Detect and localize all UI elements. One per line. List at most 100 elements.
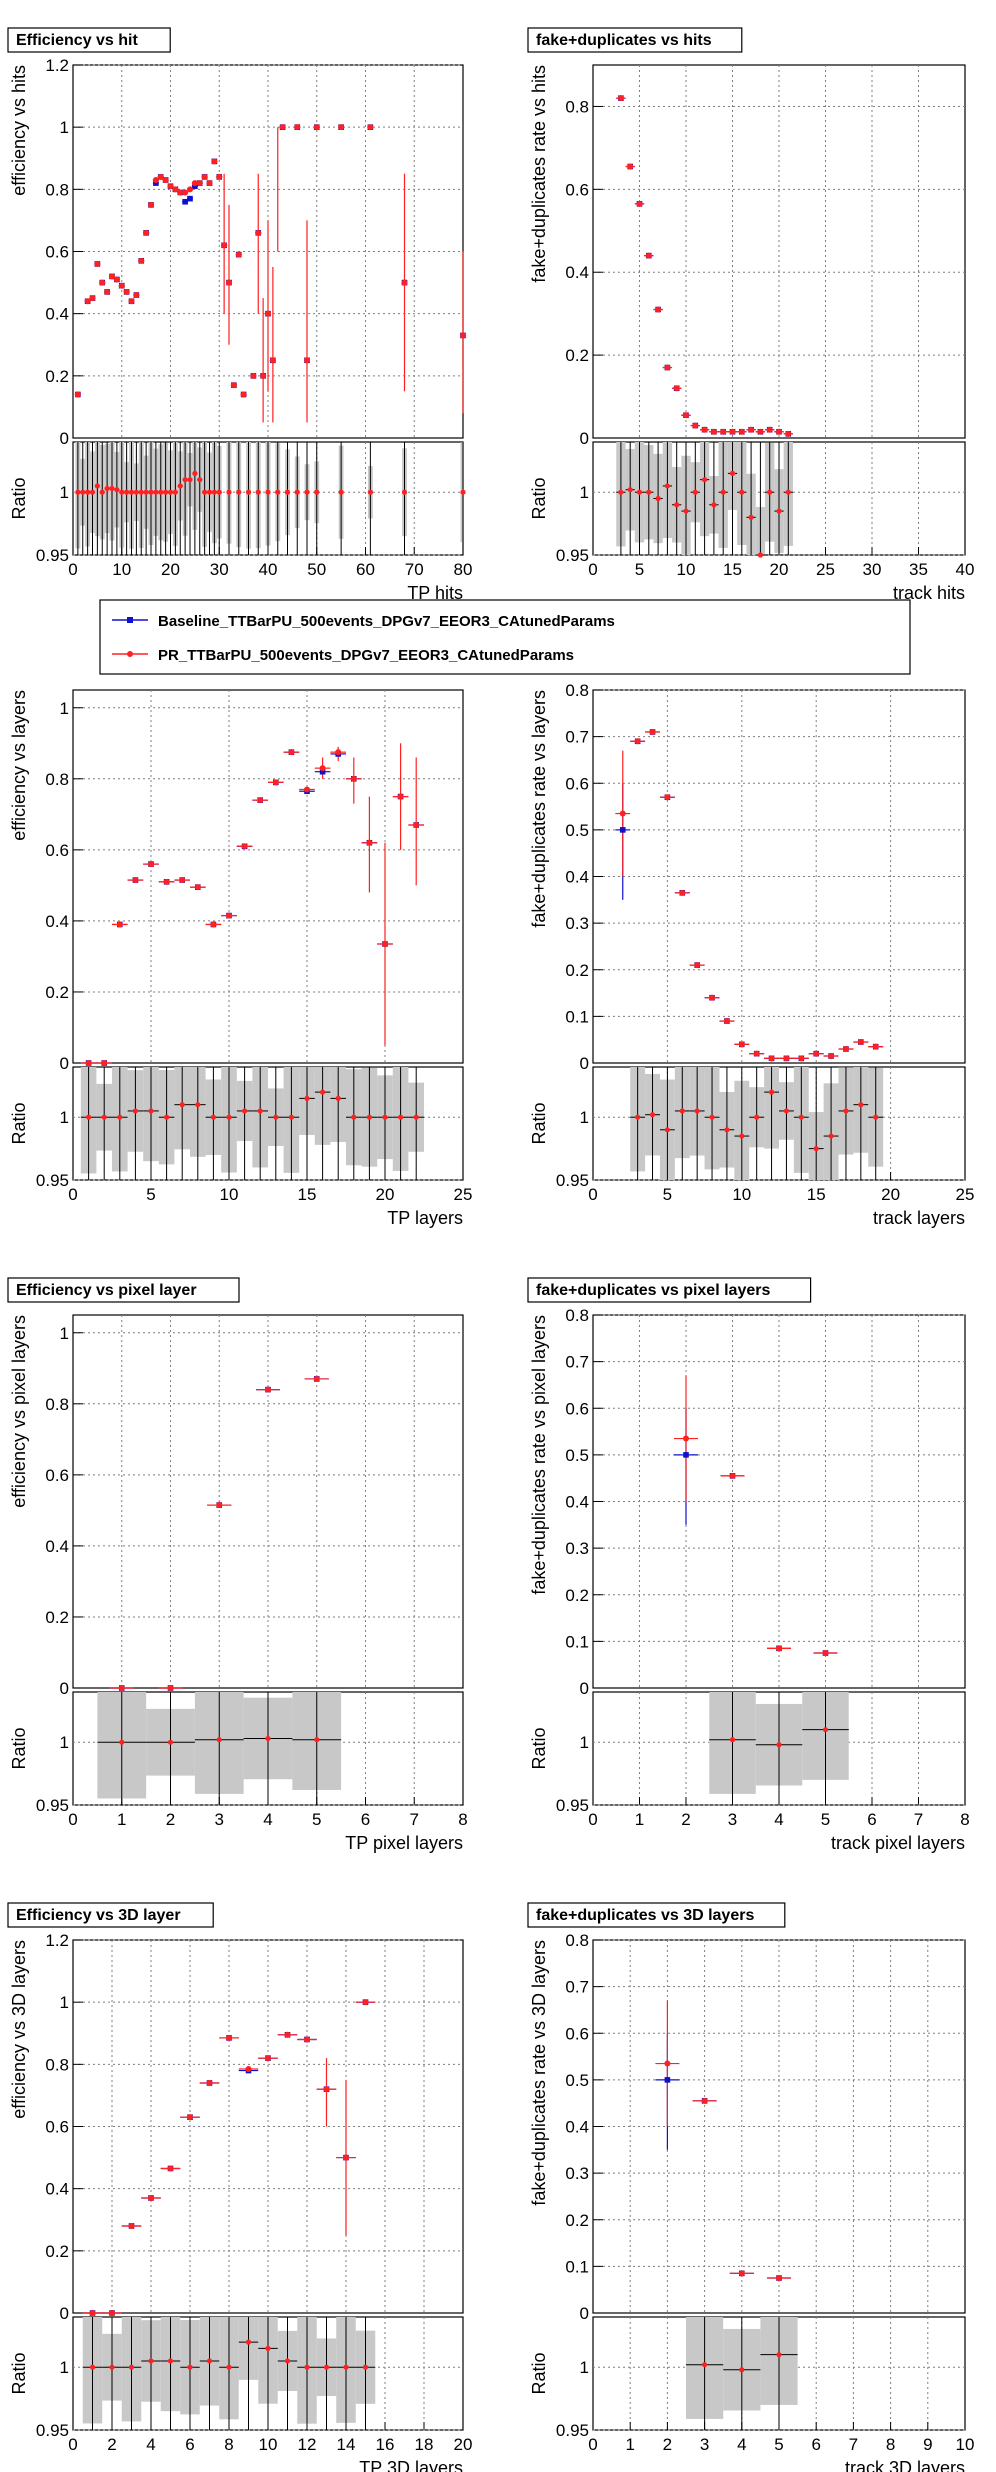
ratio-point [86, 1114, 92, 1120]
ratio-point [351, 1114, 357, 1120]
pr-point [757, 428, 764, 435]
y-tick-label: 1.2 [45, 1931, 69, 1950]
ratio-point [401, 489, 408, 495]
x-axis-label: TP 3D layers [359, 2458, 463, 2472]
ratio-point [273, 1114, 279, 1120]
ratio-point [187, 2364, 193, 2370]
y-tick-label: 1 [60, 1324, 69, 1343]
ratio-axis-label: Ratio [9, 2352, 29, 2394]
x-tick-label: 20 [376, 1185, 395, 1204]
x-tick-label: 0 [588, 2435, 597, 2454]
ratio-point [275, 489, 281, 495]
pr-point [338, 124, 345, 131]
baseline-point [192, 183, 198, 190]
pr-point [109, 273, 115, 280]
ratio-point [187, 477, 193, 483]
x-tick-label: 30 [863, 560, 882, 579]
ratio-tick-label: 1 [580, 2358, 589, 2377]
pr-point [148, 861, 154, 868]
x-tick-label: 20 [454, 2435, 473, 2454]
plot-title: Efficiency vs pixel layer [16, 1282, 197, 1299]
pr-point [265, 2055, 271, 2062]
pr-point [206, 180, 213, 187]
plot-title-box [7, 1277, 240, 1303]
pr-point [216, 173, 223, 180]
pr-point [335, 749, 342, 756]
ratio-point [739, 2367, 745, 2373]
pr-point [683, 412, 689, 419]
pr-point [822, 1650, 829, 1657]
y-tick-label: 0.4 [565, 263, 589, 282]
ratio-point [163, 489, 169, 495]
pr-point [226, 279, 232, 286]
pr-point [766, 426, 773, 433]
pr-point [413, 821, 420, 828]
pr-point [729, 428, 736, 435]
ratio-point [366, 1114, 372, 1120]
ratio-axis-label: Ratio [9, 477, 29, 519]
x-tick-label: 0 [588, 1810, 597, 1829]
plot-panel-4: 0 5 10 15 20 25 0 0.1 0.2 0.3 0.4 0.5 0.6 0.7 0.8 0.95 1… [529, 681, 974, 1228]
pr-point [118, 282, 125, 289]
pr-point [842, 1046, 849, 1053]
pr-point [857, 1039, 864, 1046]
pr-point [738, 1041, 745, 1048]
plot-title-box [7, 27, 171, 53]
x-tick-label: 4 [737, 2435, 746, 2454]
x-tick-label: 8 [458, 1810, 467, 1829]
pr-point [679, 889, 686, 896]
y-tick-label: 0.2 [565, 1586, 589, 1605]
y-axis-label: fake+duplicates rate vs layers [529, 690, 549, 928]
baseline-point [683, 1452, 689, 1458]
y-tick-label: 0 [580, 1054, 589, 1073]
plot-title-box [527, 1902, 786, 1928]
pr-point [84, 298, 91, 305]
pr-point [187, 2114, 193, 2121]
ratio-point [776, 508, 782, 514]
y-tick-label: 0.4 [45, 912, 69, 931]
ratio-point [335, 1095, 341, 1101]
plot-title: Efficiency vs 3D layer [16, 1907, 181, 1924]
ratio-point [343, 2364, 349, 2370]
baseline-point [319, 768, 326, 775]
pr-point [260, 372, 267, 379]
ratio-point [288, 1114, 294, 1120]
x-tick-label: 0 [588, 560, 597, 579]
x-axis-label: track 3D layers [845, 2458, 965, 2472]
ratio-point [265, 1735, 271, 1742]
pr-point [85, 1060, 92, 1066]
y-tick-label: 0.8 [565, 1306, 589, 1325]
y-tick-label: 0.6 [565, 2024, 589, 2043]
pr-point [201, 173, 208, 180]
pr-point [128, 298, 135, 305]
ratio-point [314, 1737, 320, 1743]
x-tick-label: 6 [867, 1810, 876, 1829]
pr-point [619, 810, 626, 817]
pr-point [313, 124, 320, 131]
ratio-point [167, 489, 174, 495]
ratio-point [226, 489, 232, 495]
pr-point [343, 2154, 349, 2161]
ratio-point [216, 1737, 222, 1743]
pr-point [182, 189, 189, 196]
pr-point [167, 1685, 174, 1691]
pr-point [162, 177, 169, 184]
plot-panel-3: 0 5 10 15 20 25 0 0.2 0.4 0.6 0.8 1 0.95 1 TP layers ef… [9, 689, 472, 1228]
baseline-point [182, 198, 188, 205]
y-tick-label: 0.1 [565, 1007, 589, 1026]
x-tick-label: 9 [923, 2435, 932, 2454]
y-tick-label: 0.2 [45, 983, 69, 1002]
ratio-point [828, 1133, 834, 1139]
x-tick-label: 40 [259, 560, 278, 579]
plot-panel-6: fake+duplicates vs pixel layers 0 1 2 3 4 5 6 7 8… [527, 1277, 970, 1853]
ratio-tick-label: 1 [580, 483, 589, 502]
baseline-point [187, 195, 193, 202]
pr-point [179, 877, 186, 884]
ratio-point [798, 1114, 804, 1120]
pr-point [284, 2031, 291, 2038]
x-tick-label: 7 [410, 1810, 419, 1829]
ratio-tick-label: 1 [60, 483, 69, 502]
pr-point [138, 257, 145, 264]
pr-point [74, 391, 81, 398]
ratio-axis-label: Ratio [9, 1102, 29, 1144]
